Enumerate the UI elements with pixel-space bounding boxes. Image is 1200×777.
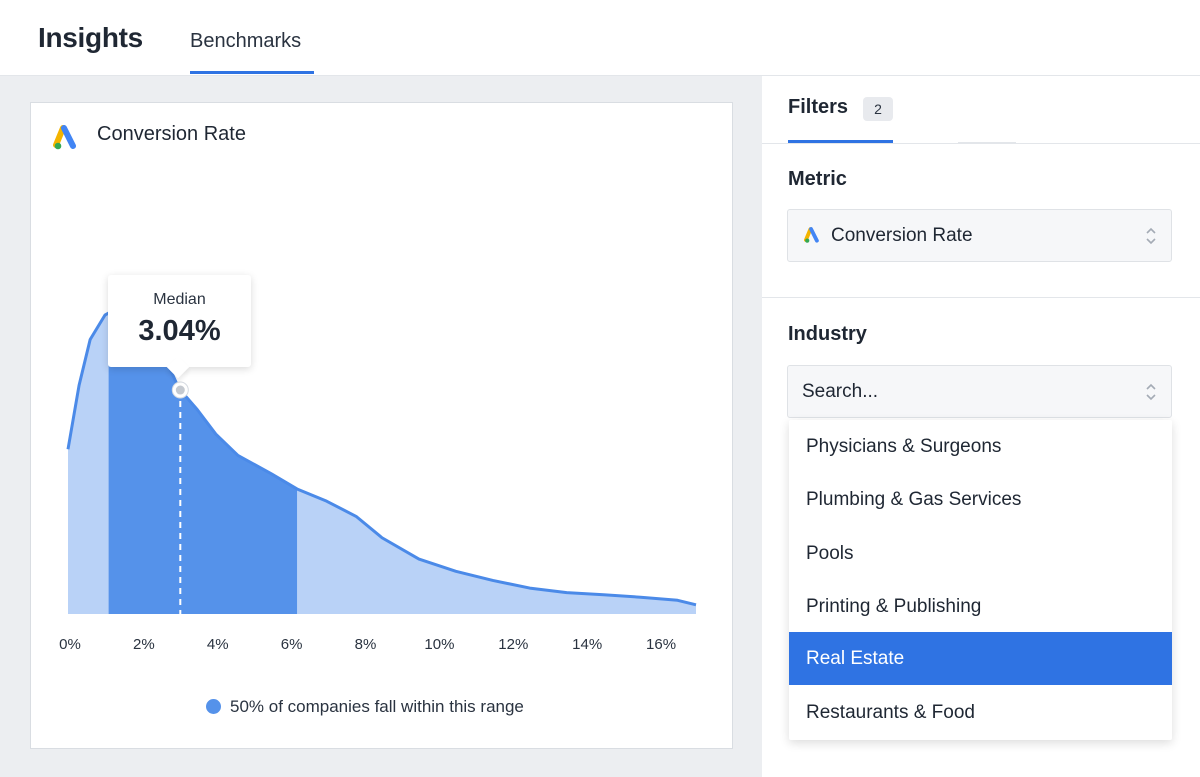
x-tick-label: 12%: [498, 636, 528, 653]
inactive-tab-indicator: [958, 142, 1016, 144]
industry-label: Industry: [788, 323, 867, 345]
metric-select-value: Conversion Rate: [831, 225, 973, 246]
metric-label: Metric: [788, 168, 847, 190]
dropdown-option-restaurants-food[interactable]: Restaurants & Food: [806, 702, 975, 723]
x-tick-label: 4%: [207, 636, 229, 653]
highlight-range-area: [108, 309, 298, 614]
dropdown-option-physicians-surgeons[interactable]: Physicians & Surgeons: [806, 436, 1002, 457]
legend-text: 50% of companies fall within this range: [230, 697, 524, 716]
x-tick-label: 14%: [572, 636, 602, 653]
x-tick-label: 0%: [59, 636, 81, 653]
tab-benchmarks[interactable]: Benchmarks: [190, 30, 302, 52]
top-bar: Insights Benchmarks: [0, 0, 1200, 76]
dropdown-option-printing-publishing[interactable]: Printing & Publishing: [806, 596, 982, 617]
industry-search-placeholder: Search...: [802, 381, 879, 402]
filters-panel: Filters 2 Metric Conversion Rate Industr…: [762, 76, 1200, 777]
google-ads-icon: [53, 125, 76, 150]
x-tick-label: 10%: [424, 636, 454, 653]
median-label: Median: [153, 291, 206, 308]
x-tick-label: 16%: [646, 636, 676, 653]
legend-dot-icon: [206, 699, 221, 714]
x-tick-label: 8%: [355, 636, 377, 653]
divider: [762, 297, 1200, 298]
distribution-chart: 0% 2% 4% 6% 8% 10% 12% 14% 16%: [59, 307, 697, 653]
tab-filters[interactable]: Filters: [788, 96, 849, 118]
median-tooltip: Median 3.04%: [108, 275, 251, 379]
industry-search-input[interactable]: Search...: [787, 365, 1172, 418]
benchmark-chart-card: Conversion Rate 0% 2% 4% 6% 8% 10% 12% 14% 16% M…: [30, 102, 733, 749]
main-content: Conversion Rate 0% 2% 4% 6% 8% 10% 12% 14% 16% M…: [0, 76, 762, 777]
industry-dropdown: Physicians & Surgeons Plumbing & Gas Ser…: [789, 420, 1172, 740]
active-tab-indicator: [190, 71, 314, 74]
dropdown-option-pools[interactable]: Pools: [806, 543, 854, 564]
page-title: Insights: [38, 22, 143, 53]
filters-count-badge: 2: [863, 97, 893, 121]
chevron-up-down-icon: [1146, 383, 1156, 401]
filters-tab-indicator: [788, 140, 893, 143]
dropdown-option-real-estate[interactable]: Real Estate: [789, 632, 1172, 685]
chart-legend: 50% of companies fall within this range: [206, 697, 524, 717]
google-ads-icon: [804, 227, 819, 243]
median-value: 3.04%: [138, 315, 221, 347]
x-tick-label: 6%: [281, 636, 303, 653]
dropdown-option-plumbing-gas[interactable]: Plumbing & Gas Services: [806, 489, 1022, 510]
chevron-up-down-icon: [1146, 227, 1156, 245]
median-point-center: [175, 385, 185, 395]
x-tick-label: 2%: [133, 636, 155, 653]
chart-title: Conversion Rate: [97, 123, 246, 145]
metric-select[interactable]: Conversion Rate: [787, 209, 1172, 262]
